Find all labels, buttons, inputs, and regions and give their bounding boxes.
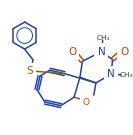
Text: O: O: [83, 98, 90, 107]
Text: S: S: [26, 66, 33, 76]
Text: CH₃: CH₃: [119, 72, 133, 78]
Text: N: N: [98, 47, 105, 57]
Text: CH₃: CH₃: [97, 35, 110, 41]
Text: O: O: [68, 47, 76, 57]
Text: N: N: [107, 69, 115, 79]
Text: O: O: [120, 47, 129, 57]
